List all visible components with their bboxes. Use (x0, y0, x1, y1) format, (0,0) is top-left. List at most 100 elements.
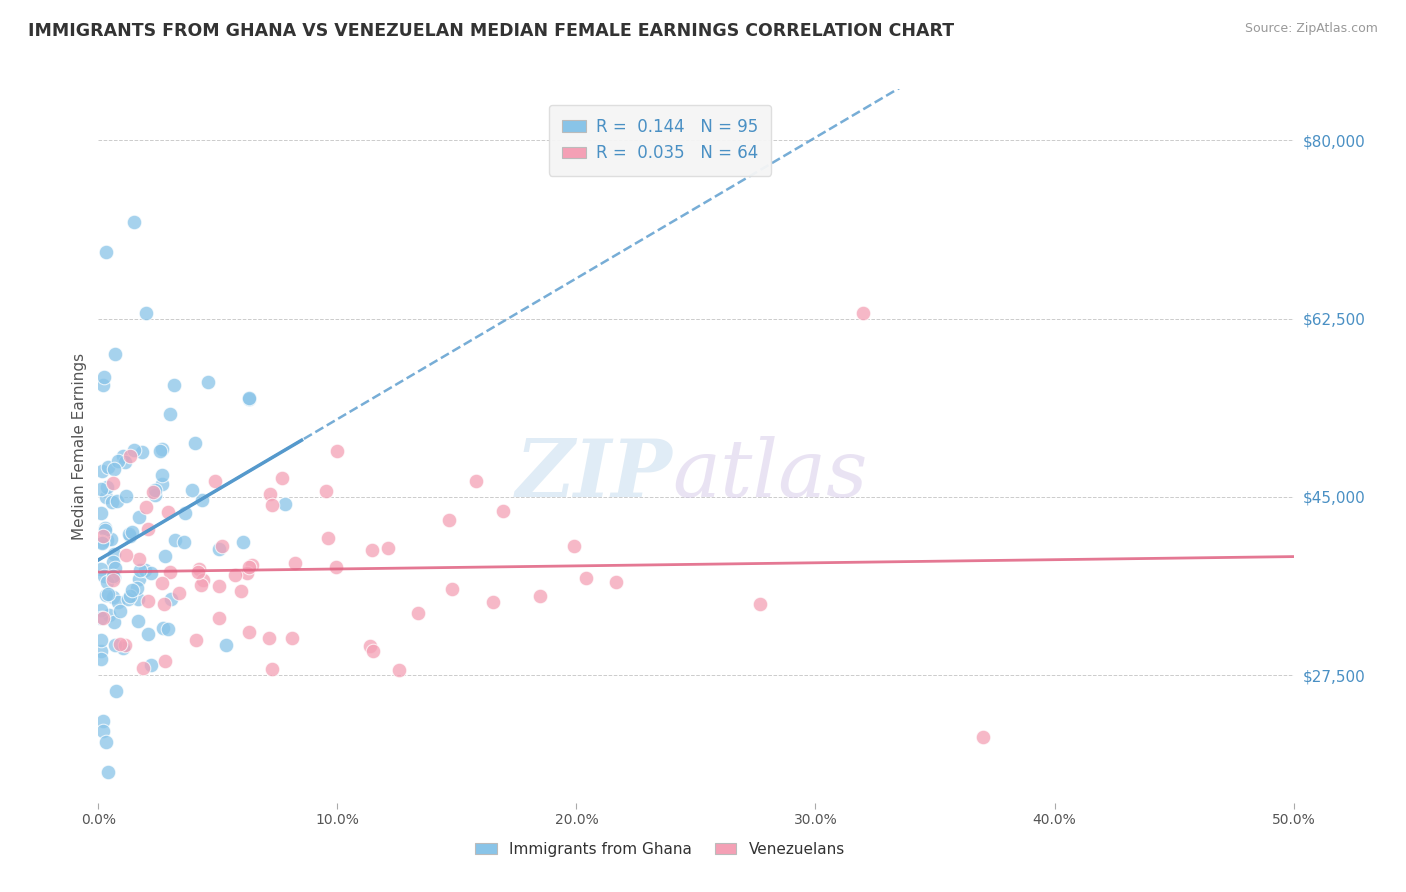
Point (360, 543, 382, 558)
Point (190, 493, 212, 508)
Point (118, 589, 141, 603)
Point (562, 539, 585, 553)
Point (852, 306, 875, 320)
Point (107, 595, 129, 609)
Text: Source: ZipAtlas.com: Source: ZipAtlas.com (1244, 22, 1378, 36)
Point (165, 533, 187, 548)
Point (271, 471, 294, 485)
Point (91, 714, 114, 729)
Point (121, 582, 143, 597)
Point (108, 637, 131, 651)
Point (232, 535, 254, 549)
Point (90, 644, 112, 658)
Point (127, 591, 149, 606)
Point (94, 734, 117, 748)
Point (90, 611, 112, 625)
Point (91, 610, 114, 624)
Point (281, 631, 304, 645)
Point (101, 495, 124, 509)
Point (208, 611, 231, 625)
Point (97, 460, 120, 475)
Point (103, 570, 125, 584)
Point (115, 548, 138, 562)
Point (159, 407, 181, 421)
Point (605, 574, 627, 589)
Point (157, 622, 180, 636)
Point (440, 582, 463, 596)
Point (90, 603, 112, 617)
Point (93, 370, 115, 384)
Point (115, 489, 138, 503)
Point (187, 561, 209, 575)
Point (114, 455, 136, 469)
Point (104, 684, 127, 698)
Point (575, 571, 598, 585)
Point (193, 574, 215, 588)
Point (131, 661, 153, 675)
Point (94, 523, 117, 537)
Point (128, 572, 150, 586)
Point (181, 483, 204, 498)
Point (90, 536, 112, 550)
Point (359, 639, 381, 653)
Point (96, 588, 118, 602)
Point (257, 631, 280, 645)
Point (184, 436, 207, 450)
Legend: Immigrants from Ghana, Venezuelans: Immigrants from Ghana, Venezuelans (470, 836, 851, 863)
Point (94, 491, 117, 505)
Point (91, 724, 114, 739)
Point (325, 443, 347, 458)
Point (184, 632, 207, 647)
Point (104, 561, 127, 575)
Point (208, 580, 231, 594)
Point (122, 443, 145, 458)
Point (103, 548, 125, 562)
Point (96, 533, 118, 548)
Point (97, 607, 120, 622)
Point (117, 591, 139, 606)
Point (104, 638, 127, 652)
Point (238, 560, 260, 574)
Point (325, 560, 347, 574)
Point (97, 587, 120, 601)
Point (150, 442, 173, 457)
Point (136, 627, 159, 641)
Point (482, 595, 505, 609)
Point (142, 485, 165, 500)
Point (93, 568, 115, 582)
Point (136, 593, 159, 607)
Point (111, 449, 134, 463)
Point (135, 500, 157, 515)
Point (197, 376, 219, 390)
Point (174, 507, 197, 521)
Point (90, 562, 112, 576)
Point (388, 663, 411, 677)
Point (101, 573, 124, 587)
Point (143, 483, 166, 498)
Point (315, 484, 337, 499)
Point (91, 529, 114, 543)
Point (260, 662, 283, 676)
Y-axis label: Median Female Earnings: Median Female Earnings (72, 352, 87, 540)
Point (125, 581, 148, 595)
Point (124, 215, 146, 229)
Point (173, 535, 195, 549)
Point (112, 641, 135, 656)
Text: IMMIGRANTS FROM GHANA VS VENEZUELAN MEDIAN FEMALE EARNINGS CORRELATION CHART: IMMIGRANTS FROM GHANA VS VENEZUELAN MEDI… (28, 22, 955, 40)
Point (96, 574, 118, 589)
Point (150, 575, 173, 590)
Point (238, 625, 260, 640)
Point (118, 449, 141, 463)
Point (163, 377, 186, 392)
Point (90, 651, 112, 665)
Point (208, 541, 231, 556)
Point (94, 521, 117, 535)
Point (153, 597, 176, 611)
Point (96, 480, 118, 494)
Point (204, 474, 226, 488)
Point (131, 445, 153, 459)
Point (91, 377, 114, 392)
Point (190, 578, 212, 592)
Point (465, 474, 488, 488)
Point (107, 454, 129, 468)
